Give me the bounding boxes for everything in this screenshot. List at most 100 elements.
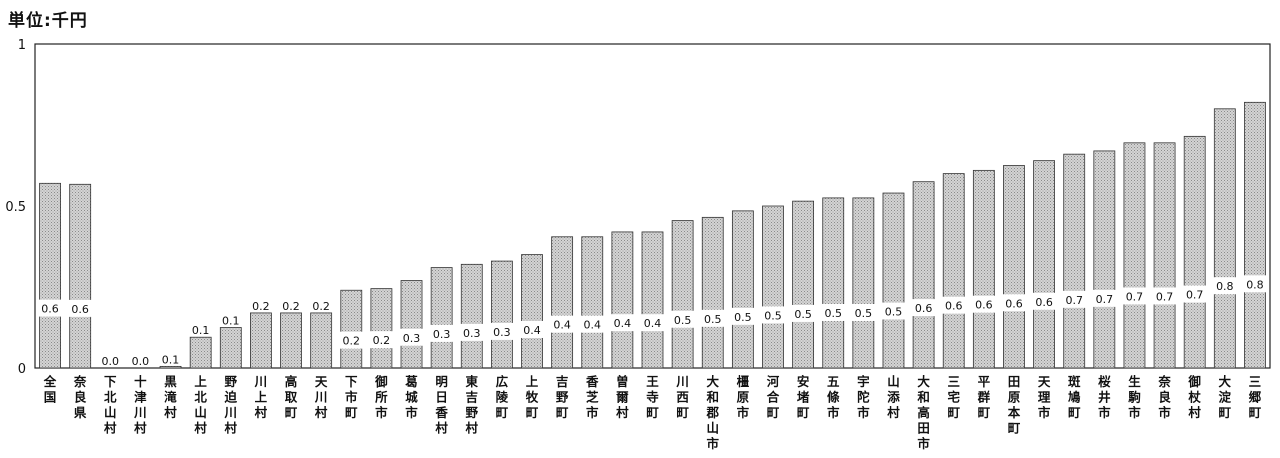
bar	[280, 312, 302, 369]
data-label: 0.4	[523, 324, 541, 337]
bar	[852, 197, 875, 369]
bar	[1063, 153, 1086, 369]
data-label-bg	[339, 331, 363, 349]
x-tick-label: 十津川村	[133, 374, 147, 436]
data-label-bg	[68, 299, 92, 317]
data-label: 0.8	[1216, 280, 1234, 293]
data-label-bg	[1032, 292, 1056, 310]
data-label-bg	[580, 315, 604, 333]
bar	[189, 336, 212, 369]
data-label: 0.6	[1005, 297, 1023, 310]
data-label-bg	[520, 320, 544, 338]
data-label: 0.5	[885, 306, 903, 319]
x-tick-label: 高取町	[285, 374, 298, 420]
data-label-bg	[671, 310, 695, 328]
data-label: 0.3	[493, 326, 511, 339]
data-label: 0.5	[674, 314, 692, 327]
data-label-bg	[369, 331, 393, 349]
bar	[219, 327, 242, 369]
x-tick-label: 下市町	[345, 374, 358, 420]
data-label-bg	[490, 322, 514, 340]
bar	[340, 289, 363, 369]
bar	[822, 197, 845, 369]
x-tick-label: 平群町	[977, 374, 991, 420]
data-label-bg	[1092, 289, 1116, 307]
data-label-bg	[701, 309, 725, 327]
bar	[460, 263, 483, 369]
x-tick-label: 王寺町	[646, 374, 659, 420]
data-label: 0.4	[553, 319, 571, 332]
data-label-bg	[1002, 294, 1026, 312]
x-tick-label: 全国	[43, 374, 57, 405]
data-label: 0.6	[41, 303, 59, 316]
data-label-bg	[550, 315, 574, 333]
x-tick-label: 御所市	[374, 374, 388, 420]
bar	[581, 236, 604, 369]
bar	[731, 210, 754, 369]
x-tick-label: 川西町	[675, 374, 689, 420]
bar	[159, 365, 182, 369]
bar	[912, 181, 935, 369]
x-tick-label: 大和高田市	[916, 374, 930, 451]
x-tick-label: 河合町	[767, 374, 780, 420]
x-tick-label: 明日香村	[434, 374, 448, 436]
x-tick-label: 三郷町	[1249, 374, 1262, 420]
bar	[521, 254, 543, 369]
x-tick-label: 吉野町	[556, 374, 569, 420]
data-label-bg	[38, 299, 62, 317]
x-tick-label: 葛城市	[404, 374, 418, 420]
data-label: 0.5	[734, 311, 752, 324]
x-tick-label: 桜井市	[1098, 374, 1111, 420]
x-tick-label: 三宅町	[947, 374, 960, 420]
data-label: 0.0	[102, 355, 120, 368]
y-tick-label: 0.5	[5, 200, 26, 215]
x-tick-label: 大和郡山市	[705, 374, 719, 451]
bar	[1153, 142, 1176, 369]
data-label: 0.0	[132, 355, 150, 368]
x-tick-label: 奈良県	[73, 374, 87, 420]
bar	[1213, 108, 1236, 369]
data-label: 0.1	[222, 315, 240, 328]
bar	[69, 183, 92, 369]
x-tick-label: 香芝市	[585, 374, 599, 420]
x-tick-label: 天川村	[314, 374, 328, 420]
bar	[430, 267, 453, 369]
x-axis-labels: 全国 奈良県 下北山村 十津川村 黒滝村 上北山村 野迫川村 川上村 高取町 天川村 下市町 御所市 葛…	[43, 374, 1262, 451]
bar	[942, 173, 965, 369]
data-label: 0.6	[945, 300, 963, 313]
data-label: 0.2	[373, 334, 391, 347]
data-label-bg	[851, 303, 875, 321]
bar	[762, 205, 784, 369]
data-label-bg	[942, 296, 966, 314]
x-tick-label: 生駒市	[1128, 374, 1141, 420]
data-label: 0.6	[1035, 296, 1053, 309]
bar	[792, 200, 815, 369]
data-label: 0.5	[824, 307, 842, 320]
bar	[1123, 142, 1146, 369]
data-label: 0.2	[282, 300, 300, 313]
bar	[1033, 160, 1055, 369]
y-tick-label: 0	[18, 362, 26, 377]
bar	[1244, 101, 1266, 369]
bar	[882, 192, 905, 369]
data-label: 0.2	[343, 335, 361, 348]
x-tick-label: 安堵町	[797, 374, 810, 420]
data-label: 0.4	[614, 317, 632, 330]
x-tick-label: 奈良市	[1157, 374, 1171, 420]
x-tick-label: 天理市	[1038, 374, 1051, 420]
bar	[370, 288, 393, 369]
bar	[400, 280, 423, 369]
x-tick-label: 橿原市	[737, 374, 750, 420]
data-label-bg	[1183, 285, 1207, 303]
data-label: 0.2	[252, 300, 270, 313]
data-label-bg	[1213, 277, 1237, 295]
data-label-bg	[400, 328, 424, 346]
bar	[39, 182, 61, 369]
x-tick-label: 上牧町	[526, 374, 539, 420]
data-label: 0.7	[1126, 290, 1144, 303]
data-label-bg	[1243, 275, 1267, 293]
unit-label: 単位:千円	[8, 11, 88, 31]
bar	[671, 220, 694, 369]
data-label: 0.2	[312, 300, 330, 313]
